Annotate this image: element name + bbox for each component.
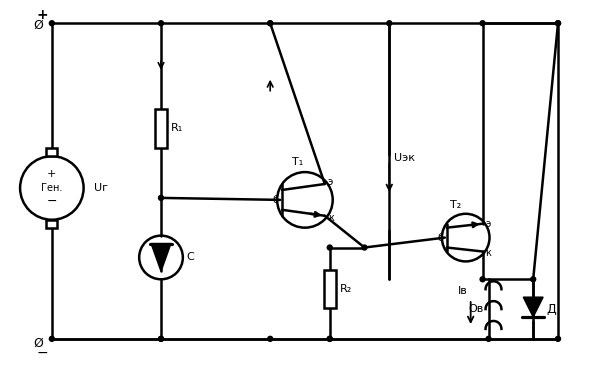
Text: Ген.: Ген. (41, 183, 63, 193)
Bar (155, 108, 167, 148)
Bar (324, 270, 336, 308)
Circle shape (159, 196, 163, 200)
Circle shape (480, 21, 485, 26)
Circle shape (159, 21, 163, 26)
Circle shape (531, 277, 536, 282)
Text: э: э (486, 219, 491, 229)
Circle shape (556, 337, 560, 341)
Circle shape (480, 277, 485, 282)
Text: б: б (438, 232, 444, 242)
Text: R₁: R₁ (171, 123, 183, 134)
Text: Uг: Uг (94, 183, 107, 193)
Circle shape (159, 337, 163, 341)
Text: Uэк: Uэк (394, 153, 415, 163)
Text: Iв: Iв (458, 286, 468, 296)
Circle shape (486, 337, 491, 341)
Circle shape (268, 21, 273, 26)
Circle shape (268, 21, 273, 26)
Text: T₂: T₂ (451, 200, 462, 210)
Text: C: C (187, 252, 195, 262)
Circle shape (362, 245, 367, 250)
Bar (47, 220, 57, 228)
Circle shape (327, 337, 332, 341)
Text: −: − (36, 346, 48, 360)
Circle shape (50, 21, 54, 26)
Text: э: э (328, 177, 333, 187)
Circle shape (327, 337, 332, 341)
Text: R₂: R₂ (340, 284, 352, 294)
Text: +: + (47, 169, 57, 179)
Bar (47, 148, 57, 156)
Text: T₁: T₁ (291, 157, 303, 167)
Text: Oв: Oв (468, 304, 484, 314)
Circle shape (159, 337, 163, 341)
Circle shape (556, 21, 560, 26)
Text: Д: Д (546, 303, 556, 315)
Polygon shape (151, 244, 171, 271)
Circle shape (556, 21, 560, 26)
Text: к: к (486, 248, 491, 258)
Text: Ø: Ø (33, 336, 43, 349)
Circle shape (327, 245, 332, 250)
Text: −: − (47, 195, 57, 208)
Circle shape (268, 337, 273, 341)
Polygon shape (523, 297, 543, 317)
Circle shape (50, 337, 54, 341)
Circle shape (387, 21, 392, 26)
Text: к: к (328, 213, 333, 223)
Text: б: б (272, 195, 278, 205)
Text: +: + (36, 8, 48, 22)
Text: Ø: Ø (33, 19, 43, 32)
